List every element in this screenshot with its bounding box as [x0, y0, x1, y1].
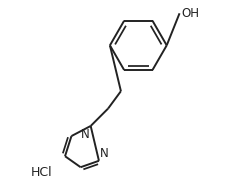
Text: OH: OH	[181, 7, 199, 20]
Text: N: N	[81, 128, 90, 141]
Text: N: N	[100, 147, 109, 160]
Text: HCl: HCl	[30, 166, 52, 179]
